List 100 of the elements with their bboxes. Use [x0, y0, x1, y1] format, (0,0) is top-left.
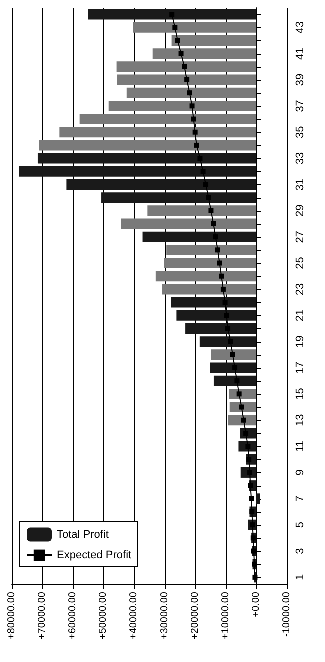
bar [108, 100, 256, 112]
y-tick-label: 35 [294, 126, 306, 138]
x-tick-label: +30000.00 [159, 592, 170, 640]
point [182, 64, 188, 70]
bar [66, 179, 256, 190]
x-tick-label: +10000.00 [220, 592, 232, 640]
y-tick-label: 39 [294, 74, 306, 86]
point [190, 104, 195, 109]
point [234, 378, 240, 384]
point [211, 222, 216, 226]
point [217, 260, 222, 266]
bar [164, 258, 256, 269]
legend-label: Expected Profit [57, 549, 132, 562]
point [192, 130, 198, 135]
bar [133, 22, 256, 33]
y-tick-label: 7 [294, 496, 306, 502]
point [208, 208, 214, 214]
point [222, 300, 228, 306]
legend-label: Total Profit [57, 528, 109, 541]
point [226, 326, 231, 332]
bar [117, 74, 256, 86]
y-tick-label: 27 [294, 230, 306, 244]
point [175, 38, 180, 44]
bar [102, 192, 256, 204]
point [241, 418, 246, 423]
bar [152, 48, 256, 60]
bar [38, 153, 256, 164]
x-tick-label: -10000.00 [282, 592, 292, 638]
y-tick-label: 23 [294, 283, 306, 296]
y-tick-label: 9 [294, 470, 306, 476]
x-tick-label: +60000.00 [68, 592, 79, 640]
point [204, 182, 209, 188]
bar [211, 350, 256, 360]
bar [176, 310, 256, 321]
bar [19, 166, 256, 177]
point [252, 562, 258, 567]
bar [80, 114, 256, 125]
point [178, 51, 184, 56]
bar [171, 297, 256, 308]
y-tick-label: 5 [294, 522, 306, 528]
point [194, 142, 200, 148]
bar [256, 494, 260, 504]
y-tick-label: 33 [294, 152, 306, 165]
x-tick-label: +70000.00 [37, 592, 48, 640]
bar [126, 88, 256, 98]
bar [60, 127, 256, 138]
x-tick-label: +0.00 [250, 592, 262, 618]
y-tick-label: 21 [294, 310, 306, 322]
point [200, 169, 206, 174]
point [232, 366, 238, 370]
point [213, 234, 218, 240]
bar [148, 206, 256, 216]
y-tick-label: 1 [294, 574, 306, 581]
point [170, 12, 175, 18]
y-tick-label: 15 [294, 388, 306, 400]
point [249, 496, 254, 502]
point [228, 339, 234, 344]
x-tick-label: +20000.00 [190, 592, 201, 640]
y-tick-label: 19 [294, 336, 306, 348]
point [184, 78, 190, 82]
bar [210, 362, 256, 374]
bar [40, 140, 256, 151]
y-tick-label: 13 [294, 414, 306, 426]
y-tick-label: 31 [294, 178, 306, 191]
y-tick-label: 37 [294, 100, 306, 112]
bar [186, 323, 256, 334]
y-tick-label: 3 [294, 548, 306, 554]
bar [116, 62, 256, 72]
y-tick-label: 41 [294, 48, 306, 60]
point [230, 352, 236, 358]
x-tick-label: +50000.00 [98, 592, 110, 640]
bar [172, 35, 256, 46]
y-tick-label: 25 [294, 257, 306, 270]
bar [142, 232, 256, 242]
y-tick-label: 29 [294, 204, 306, 218]
point [198, 156, 203, 162]
point [236, 392, 242, 397]
point [239, 404, 244, 410]
point [220, 286, 226, 292]
y-tick-label: 17 [294, 362, 306, 374]
bar [88, 9, 256, 20]
y-tick-label: 43 [294, 22, 306, 34]
point [224, 313, 230, 318]
point [252, 548, 256, 554]
bar [166, 244, 256, 256]
point [206, 195, 212, 200]
point [252, 574, 258, 580]
bar [121, 218, 256, 230]
bar [200, 336, 256, 348]
y-tick-label: 11 [294, 440, 306, 452]
point [191, 116, 196, 122]
point [172, 25, 178, 30]
point [219, 274, 224, 279]
x-tick-label: +40000.00 [128, 592, 140, 640]
x-tick-label: +80000.00 [6, 592, 18, 640]
point [250, 536, 256, 541]
bar [156, 271, 256, 282]
point [215, 248, 220, 253]
bar [214, 376, 256, 386]
bar [162, 284, 256, 295]
